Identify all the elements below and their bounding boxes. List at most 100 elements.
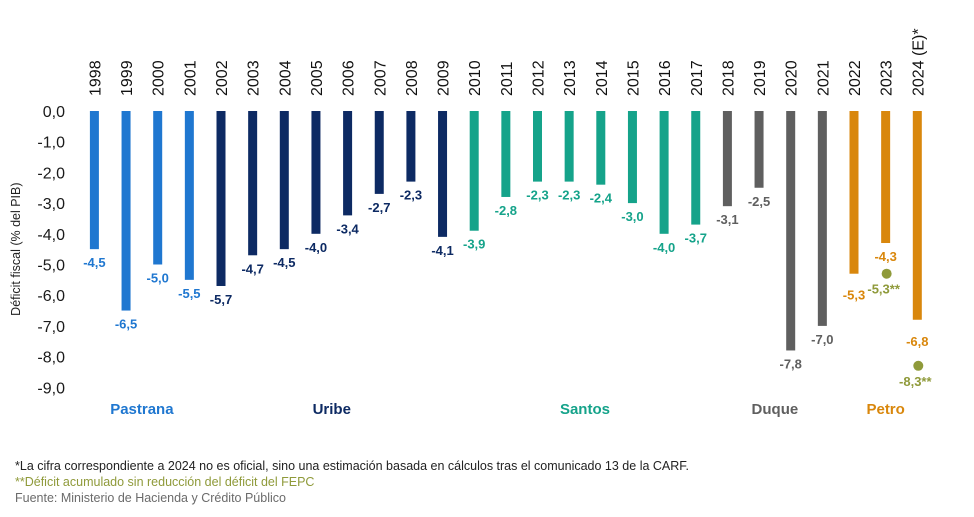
bar [216,111,226,286]
y-tick-label: -5,0 [37,258,65,275]
x-axis-year-label: 2000 [151,60,168,96]
group-label: Duque [752,401,799,418]
x-axis-year-label: 2020 [784,60,801,96]
x-axis-year-label: 2001 [182,60,199,96]
bar [817,111,827,326]
government-labels: Pastrana Uribe Santos Duque Petro [110,401,905,418]
value-label: -4,3 [874,249,896,264]
x-axis-year-label: 2023 [879,60,896,96]
x-axis-year-label: 2007 [372,60,389,96]
y-tick-label: -1,0 [37,135,65,152]
group-label: Pastrana [110,401,174,418]
value-label: -6,8 [906,334,928,349]
value-label: -3,7 [685,231,707,246]
x-axis-year-label: 2010 [467,60,484,96]
bar [849,111,859,274]
x-axis-year-label: 2014 [594,60,611,96]
extra-point-label: -8,3** [899,374,932,389]
y-tick-label: 0,0 [43,104,65,121]
y-tick-label: -3,0 [37,196,65,213]
bar [184,111,194,280]
bar [343,111,353,216]
bar [754,111,764,188]
value-label: -2,4 [590,191,613,206]
bar [691,111,701,225]
x-axis-year-label: 2009 [436,60,453,96]
value-label: -4,7 [241,261,263,276]
x-axis-year-label: 2012 [531,60,548,96]
extra-point-dot [913,360,924,371]
y-tick-label: -7,0 [37,319,65,336]
bar [533,111,542,182]
bar [596,111,606,185]
value-label: -6,5 [115,317,137,332]
bar [501,111,511,197]
extra-points: -5,3** -8,3** [867,268,932,389]
x-axis-year-label: 2011 [499,61,516,96]
footnote-source: Fuente: Ministerio de Hacienda y Crédito… [15,491,286,505]
x-axis-year-label: 2006 [341,60,358,96]
value-label: -4,0 [653,240,675,255]
x-axis-year-label: 2008 [404,60,421,96]
footnote-fepc: **Déficit acumulado sin reducción del dé… [15,475,315,489]
value-label: -3,1 [716,212,738,227]
bar [311,111,321,234]
value-label: -4,5 [83,255,105,270]
bar [121,111,131,311]
value-label: -5,0 [146,271,168,286]
bar [912,111,922,320]
group-label: Petro [866,401,904,418]
extra-point-dot [881,268,892,279]
x-axis-year-label: 1999 [119,60,136,96]
value-label: -7,8 [779,356,801,371]
footnote-estimate: *La cifra correspondiente a 2024 no es o… [15,459,690,473]
value-label: -5,5 [178,286,200,301]
value-label: -4,5 [273,255,295,270]
x-axis-year-label: 2016 [657,60,674,96]
bar [89,111,99,250]
x-axis-year-label: 2002 [214,60,231,96]
x-axis-year-label: 2005 [309,60,326,96]
value-label: -4,0 [305,240,327,255]
value-label: -3,9 [463,237,485,252]
value-label: -2,7 [368,200,390,215]
bar [627,111,637,204]
x-axis-year-label: 1998 [87,60,104,96]
x-axis-year-label: 2022 [847,60,864,96]
x-axis-year-label: 2024 (E)* [910,28,927,96]
bar [722,111,732,207]
y-tick-label: -2,0 [37,165,65,182]
value-label: -5,7 [210,292,232,307]
x-axis-year-label: 2017 [689,60,706,96]
bar [279,111,289,250]
fiscal-deficit-chart: Déficit fiscal (% del PIB) 0,0 -1,0 -2,0 -3… [9,28,932,418]
value-label: -2,8 [495,203,517,218]
bar [564,111,574,182]
value-label: -3,4 [336,221,359,236]
x-axis-year-label: 2013 [562,60,579,96]
value-label: -5,3 [843,288,865,303]
y-tick-label: -9,0 [37,380,65,397]
extra-point-label: -5,3** [867,282,900,297]
bar [438,111,448,237]
bar [406,111,416,182]
y-tick-label: -8,0 [37,350,65,367]
x-axis-year-label: 2003 [246,60,263,96]
bar [248,111,258,256]
x-axis-year-label: 2018 [720,60,737,96]
bars [89,111,922,351]
y-tick-label: -6,0 [37,288,65,305]
bar [469,111,479,231]
value-label: -3,0 [621,209,643,224]
x-axis-year-label: 2015 [625,60,642,96]
y-tick-label: -4,0 [37,227,65,244]
x-axis-year-label: 2019 [752,60,769,96]
x-axis-year-label: 2021 [815,60,832,96]
bar [374,111,384,194]
value-label: -2,3 [400,188,422,203]
value-label: -2,5 [748,194,770,209]
value-labels: -4,5 -6,5 -5,0 -5,5 -5,7 -4,7 -4,5 -4,0 -3,4 -2,7… [83,188,928,372]
bar [153,111,163,265]
x-axis-year-label: 2004 [277,60,294,96]
value-label: -7,0 [811,332,833,347]
